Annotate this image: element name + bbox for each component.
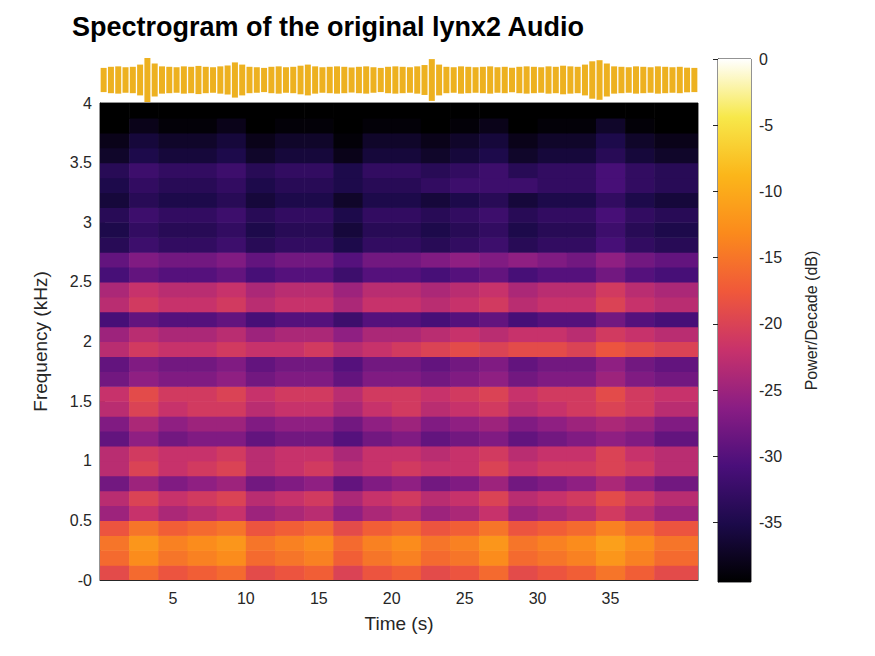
svg-text:Time (s): Time (s) xyxy=(365,613,434,634)
svg-text:25: 25 xyxy=(456,590,474,607)
svg-text:2: 2 xyxy=(83,333,92,350)
svg-text:-15: -15 xyxy=(759,249,782,266)
svg-text:-30: -30 xyxy=(759,448,782,465)
svg-text:20: 20 xyxy=(383,590,401,607)
svg-text:Power/Decade (dB): Power/Decade (dB) xyxy=(803,251,820,391)
svg-text:3: 3 xyxy=(83,214,92,231)
svg-text:-0: -0 xyxy=(78,572,92,589)
svg-text:10: 10 xyxy=(237,590,255,607)
svg-text:30: 30 xyxy=(529,590,547,607)
svg-text:2.5: 2.5 xyxy=(70,273,92,290)
svg-text:Spectrogram of the original ly: Spectrogram of the original lynx2 Audio xyxy=(72,12,584,42)
svg-text:-25: -25 xyxy=(759,382,782,399)
svg-text:5: 5 xyxy=(168,590,177,607)
svg-text:Frequency (kHz): Frequency (kHz) xyxy=(30,271,51,411)
svg-text:0.5: 0.5 xyxy=(70,512,92,529)
svg-text:1.5: 1.5 xyxy=(70,393,92,410)
svg-text:-35: -35 xyxy=(759,514,782,531)
svg-text:-20: -20 xyxy=(759,315,782,332)
svg-text:35: 35 xyxy=(602,590,620,607)
svg-text:15: 15 xyxy=(310,590,328,607)
svg-text:-10: -10 xyxy=(759,183,782,200)
svg-text:0: 0 xyxy=(759,51,768,68)
svg-text:1: 1 xyxy=(83,452,92,469)
svg-text:4: 4 xyxy=(83,95,92,112)
svg-text:-5: -5 xyxy=(759,117,773,134)
svg-text:3.5: 3.5 xyxy=(70,154,92,171)
